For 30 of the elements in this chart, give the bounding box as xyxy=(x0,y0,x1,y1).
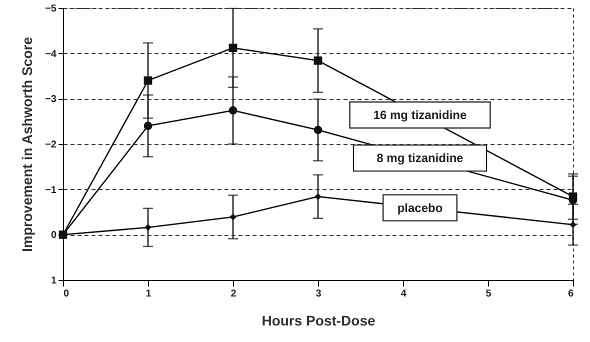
point xyxy=(144,224,152,231)
point xyxy=(228,44,238,52)
x-tick-label: 2 xyxy=(230,288,237,300)
x-tick-label: 0 xyxy=(64,288,70,300)
x-tick-label: 1 xyxy=(146,288,152,300)
y-tick-label: −4 xyxy=(45,48,57,60)
point xyxy=(570,221,576,228)
series-label: placebo xyxy=(397,200,443,215)
y-axis-title: Improvement in Ashworth Score xyxy=(19,36,36,252)
point xyxy=(144,122,152,130)
point xyxy=(228,106,238,115)
x-tick-label: 3 xyxy=(316,288,322,300)
point xyxy=(314,126,322,134)
y-tick-label: −1 xyxy=(45,184,57,196)
y-tick-label: 0 xyxy=(50,230,57,242)
point xyxy=(314,193,322,200)
y-tick-label: −5 xyxy=(45,4,57,14)
y-tick-label: 1 xyxy=(50,276,57,286)
point xyxy=(314,56,322,65)
x-tick-label: 5 xyxy=(486,288,492,300)
series-label: 16 mg tizanidine xyxy=(373,108,467,122)
series-label: 8 mg tizanidine xyxy=(376,151,464,166)
point xyxy=(144,76,152,85)
y-tick-label: −2 xyxy=(45,140,57,150)
x-axis-title: Hours Post-Dose xyxy=(262,312,376,328)
x-tick-label: 4 xyxy=(400,288,407,300)
x-tick-label: 6 xyxy=(568,288,574,300)
y-tick-label: −3 xyxy=(45,94,57,106)
point xyxy=(230,214,236,220)
point xyxy=(568,192,578,201)
